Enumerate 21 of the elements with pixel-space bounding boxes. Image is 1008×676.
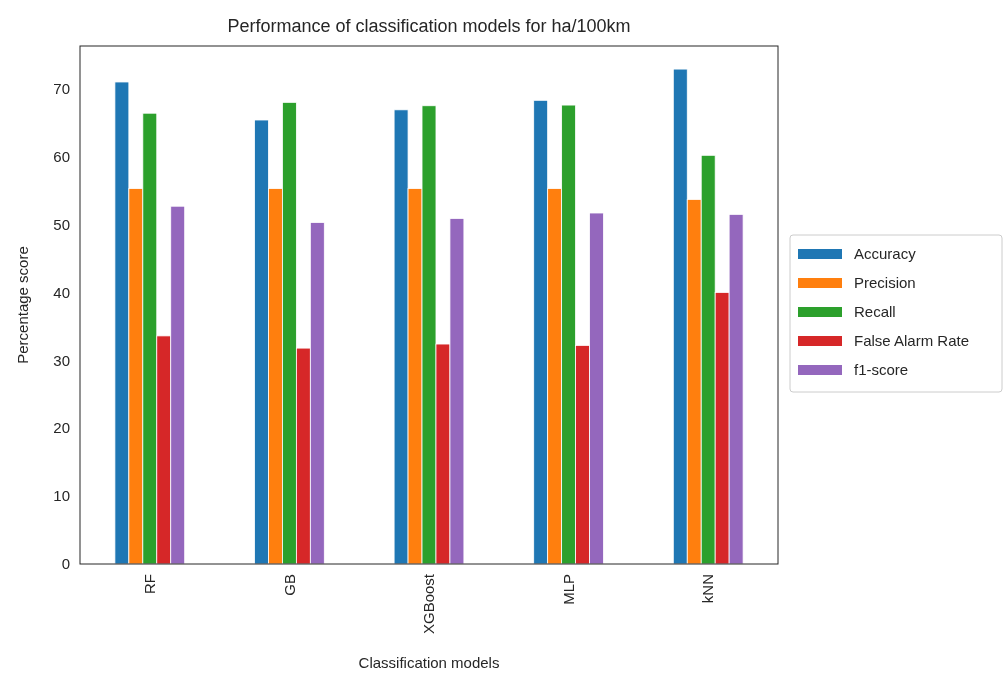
y-tick-label: 50 (53, 215, 70, 233)
y-tick-label: 60 (53, 147, 70, 165)
x-tick-label: GB (280, 574, 298, 596)
x-tick-label: kNN (699, 574, 717, 604)
y-tick-label: 0 (61, 555, 70, 573)
y-tick-label: 20 (53, 419, 70, 437)
legend-label: Precision (854, 274, 916, 292)
x-axis-title: Classification models (358, 654, 500, 671)
x-tick-label: MLP (559, 574, 577, 605)
legend-label: f1-score (854, 361, 909, 379)
y-tick-label: 30 (53, 351, 70, 369)
legend-label: Accuracy (854, 245, 917, 263)
legend-label: False Alarm Rate (854, 332, 970, 350)
y-tick-label: 10 (53, 487, 70, 505)
x-tick-label: RF (141, 574, 159, 594)
x-tick-label: XGBoost (420, 573, 438, 635)
y-axis-title: Percentage score (14, 246, 31, 364)
chart-title: Performance of classification models for ha/100km (227, 16, 631, 36)
y-tick-label: 70 (53, 80, 70, 98)
y-tick-label: 40 (53, 283, 70, 301)
legend-label: Recall (854, 303, 896, 321)
